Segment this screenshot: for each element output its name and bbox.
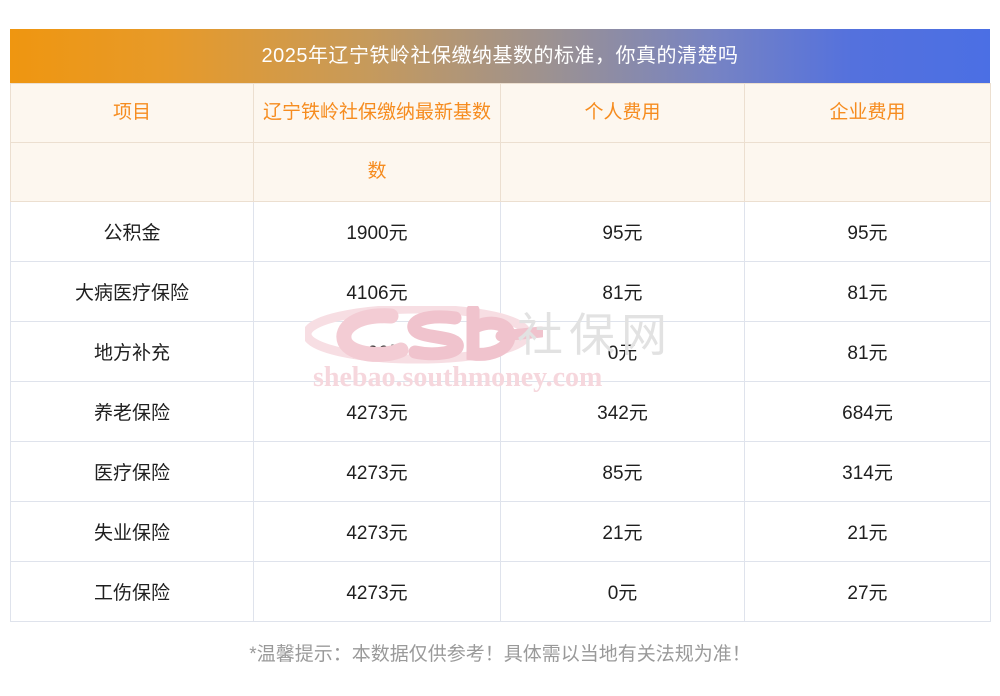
table-row: 公积金 1900元 95元 95元 (10, 201, 991, 262)
cell-base: 4106元 (253, 261, 501, 322)
column-header-item: 项目 (10, 83, 254, 143)
cell-base: 4273元 (253, 561, 501, 622)
table-header: 项目 辽宁铁岭社保缴纳最新基数 个人费用 企业费用 数 (10, 83, 991, 202)
cell-item: 医疗保险 (10, 441, 254, 502)
table-row: 养老保险 4273元 342元 684元 (10, 381, 991, 442)
column-header-company: 企业费用 (744, 83, 991, 143)
page-title: 2025年辽宁铁岭社保缴纳基数的标准，你真的清楚吗 (261, 45, 739, 67)
table-row: 失业保险 4273元 21元 21元 (10, 501, 991, 562)
column-header-overflow-personal-blank (500, 142, 745, 202)
title-banner: 2025年辽宁铁岭社保缴纳基数的标准，你真的清楚吗 (10, 29, 990, 83)
cell-personal: 85元 (500, 441, 745, 502)
cell-personal: 342元 (500, 381, 745, 442)
cell-base: 1900元 (253, 201, 501, 262)
table-row: 医疗保险 4273元 85元 314元 (10, 441, 991, 502)
cell-base: 4273元 (253, 381, 501, 442)
cell-item: 地方补充 (10, 321, 254, 382)
cell-company: 314元 (744, 441, 991, 502)
cell-personal: 21元 (500, 501, 745, 562)
cell-company: 81元 (744, 321, 991, 382)
cell-personal: 0元 (500, 561, 745, 622)
social-insurance-table-wrapper: 项目 辽宁铁岭社保缴纳最新基数 个人费用 企业费用 数 公积金 1900元 95… (10, 83, 991, 622)
footer-note: *温馨提示：本数据仅供参考！具体需以当地有关法规为准！ (249, 644, 751, 665)
table-header-overflow-row: 数 (10, 142, 991, 202)
social-insurance-table: 项目 辽宁铁岭社保缴纳最新基数 个人费用 企业费用 数 公积金 1900元 95… (10, 83, 991, 622)
cell-company: 21元 (744, 501, 991, 562)
cell-item: 大病医疗保险 (10, 261, 254, 322)
column-header-overflow-item-blank (10, 142, 254, 202)
column-header-overflow-base: 数 (253, 142, 501, 202)
cell-base: 4106元 (253, 321, 501, 382)
table-row: 工伤保险 4273元 0元 27元 (10, 561, 991, 622)
column-header-overflow-company-blank (744, 142, 991, 202)
cell-company: 95元 (744, 201, 991, 262)
table-header-row: 项目 辽宁铁岭社保缴纳最新基数 个人费用 企业费用 (10, 83, 991, 143)
cell-personal: 81元 (500, 261, 745, 322)
cell-company: 684元 (744, 381, 991, 442)
cell-item: 失业保险 (10, 501, 254, 562)
cell-company: 81元 (744, 261, 991, 322)
cell-base: 4273元 (253, 501, 501, 562)
cell-item: 养老保险 (10, 381, 254, 442)
table-row: 地方补充 4106元 0元 81元 (10, 321, 991, 382)
column-header-personal: 个人费用 (500, 83, 745, 143)
cell-item: 公积金 (10, 201, 254, 262)
table-body: 公积金 1900元 95元 95元 大病医疗保险 4106元 81元 81元 地… (10, 201, 991, 622)
cell-personal: 0元 (500, 321, 745, 382)
cell-company: 27元 (744, 561, 991, 622)
column-header-base: 辽宁铁岭社保缴纳最新基数 (253, 83, 501, 143)
cell-personal: 95元 (500, 201, 745, 262)
table-row: 大病医疗保险 4106元 81元 81元 (10, 261, 991, 322)
cell-base: 4273元 (253, 441, 501, 502)
cell-item: 工伤保险 (10, 561, 254, 622)
